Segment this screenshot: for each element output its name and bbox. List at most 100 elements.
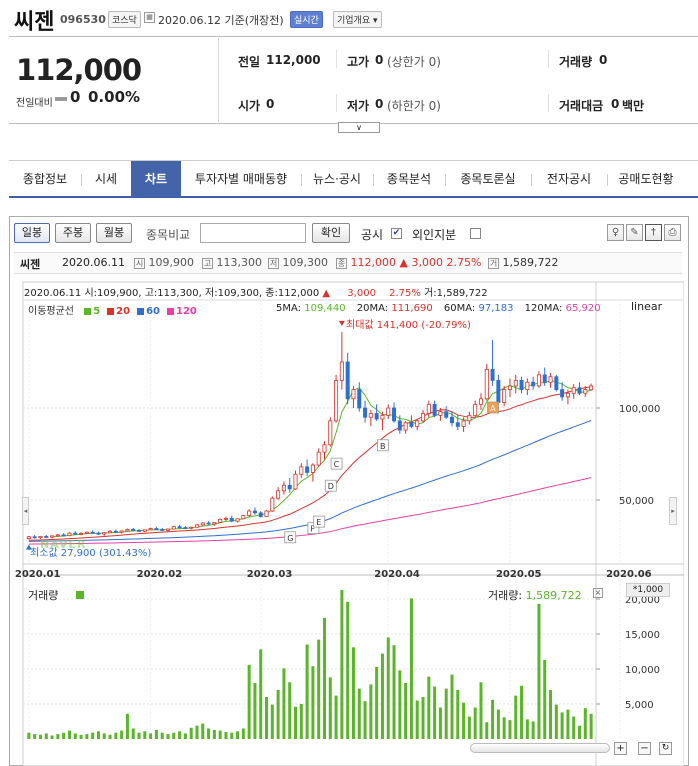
zoom-in-icon[interactable]: + <box>614 742 627 755</box>
tab-1[interactable]: 시세 <box>94 172 118 186</box>
candle-body <box>96 532 101 535</box>
volume-bar <box>154 729 158 739</box>
legend-line: 2020.06.11 시:109,900, 고:113,300, 저:109,3… <box>24 288 488 299</box>
tab-6[interactable]: 종목토론실 <box>460 172 516 186</box>
candle-body <box>148 528 153 531</box>
legend-vol: 거:1,589,722 <box>424 288 488 299</box>
volume-bar <box>566 709 570 739</box>
volume-readout-label: 거래량: <box>488 589 523 602</box>
legend-low: 저:109,300 <box>205 288 259 299</box>
volume-title: 거래량 <box>28 587 84 603</box>
volume-tick-label: 5,000 <box>625 700 654 711</box>
amount-label: 거래대금 <box>559 99 604 113</box>
candle-body <box>270 497 275 512</box>
market-badge: 코스닥 <box>108 11 141 28</box>
volume-bar <box>108 734 112 739</box>
volume-bar <box>357 688 361 739</box>
realtime-button[interactable]: 실시간 <box>290 11 323 28</box>
candle-body <box>368 413 373 418</box>
volume-bar <box>143 731 147 739</box>
candle-body <box>171 526 176 530</box>
crosshair-icon[interactable]: † <box>645 224 662 241</box>
compare-input[interactable] <box>200 223 306 243</box>
naver-watermark: NAVER <box>40 538 87 551</box>
volume-bar <box>409 598 413 739</box>
pattern-marker-label: F <box>310 525 315 534</box>
tab-5[interactable]: 종목분석 <box>386 172 432 186</box>
candle-body <box>108 530 113 534</box>
close-icon[interactable]: × <box>593 588 603 598</box>
scale-label[interactable]: linear <box>631 300 663 313</box>
candle-body <box>322 444 327 453</box>
info-name: 씨젠 <box>20 258 41 271</box>
monthly-button[interactable]: 월봉 <box>96 223 132 243</box>
prev-label: 전일 <box>238 55 261 69</box>
tab-3[interactable]: 투자자별 매매동향 <box>194 172 288 186</box>
flat-icon <box>55 97 67 101</box>
confirm-button[interactable]: 확인 <box>312 223 350 243</box>
volume-readout-value: 1,589,722 <box>525 589 582 602</box>
disclosure-label: 공시 <box>361 228 384 242</box>
scroll-left-icon[interactable]: ◂ <box>22 497 29 525</box>
candle-body <box>32 536 37 539</box>
divider <box>548 94 549 112</box>
pattern-marker <box>487 401 499 414</box>
legend-date: 2020.06.11 <box>24 288 82 299</box>
pattern-marker-label: A <box>490 404 496 413</box>
legend-close: 종:112,000 <box>265 288 320 299</box>
candle-body <box>432 403 437 416</box>
volume-bar <box>114 732 118 739</box>
axes: 2020.01 2020.02 2020.03 2020.04 2020.05 2020.… <box>15 404 660 711</box>
x-tick-label: 2020.05 <box>496 569 542 580</box>
candle-body <box>258 512 263 517</box>
candle-body <box>299 466 304 475</box>
print-icon[interactable]: ⎙ <box>664 224 681 241</box>
candle-body <box>409 422 414 427</box>
scrollbar[interactable] <box>470 743 610 753</box>
expand-button[interactable]: ∨ <box>338 122 380 133</box>
tab-separator <box>81 174 82 186</box>
divider <box>548 50 549 68</box>
volume-bar <box>265 697 269 739</box>
volume-bar <box>346 601 350 739</box>
volume-bar <box>259 649 263 739</box>
volume-bar <box>549 690 553 739</box>
ma-legend-title: 이동평균선 <box>28 306 74 317</box>
candle-body <box>455 422 460 427</box>
ohlc-info-row <box>14 252 682 274</box>
close-icon: 종 <box>336 257 347 269</box>
daily-button[interactable]: 일봉 <box>14 223 50 243</box>
candle-body <box>73 532 78 535</box>
stock-chart[interactable]: 2020.01 2020.02 2020.03 2020.04 2020.05 2020.… <box>14 280 684 766</box>
tab-4[interactable]: 뉴스·공시 <box>313 172 361 186</box>
volume-bar <box>247 664 251 739</box>
ma20-value: 111,690 <box>391 303 433 314</box>
candle-body <box>102 532 107 535</box>
reset-icon[interactable]: ↻ <box>659 742 672 755</box>
pencil-icon[interactable]: ✎ <box>626 224 643 241</box>
legend-change: 3,000 <box>347 288 376 299</box>
volume-bar <box>479 682 483 739</box>
scroll-right-icon[interactable]: ▸ <box>669 497 677 525</box>
volume-bar <box>305 644 309 739</box>
company-info-dropdown[interactable]: 기업개요 ▾ <box>333 11 382 28</box>
ma5-line <box>52 379 592 538</box>
disclosure-checkbox[interactable]: ✔ <box>391 228 402 239</box>
tab-0[interactable]: 종합정보 <box>22 172 68 186</box>
tab-8[interactable]: 공매도현황 <box>618 172 674 186</box>
candle-body <box>478 398 483 405</box>
tab-7[interactable]: 전자공시 <box>546 172 592 186</box>
tab-2[interactable]: 차트 <box>131 161 181 197</box>
candle-body <box>502 389 507 403</box>
weekly-button[interactable]: 주봉 <box>55 223 91 243</box>
candle-body <box>403 422 408 431</box>
bulb-icon[interactable]: ♀ <box>607 224 624 241</box>
volume-bar <box>328 677 332 739</box>
foreign-checkbox[interactable] <box>470 228 481 239</box>
candle-body <box>79 533 84 535</box>
date-text: 2020.06.12 <box>158 14 221 27</box>
candle-body <box>542 374 547 383</box>
zoom-out-icon[interactable]: − <box>638 742 651 755</box>
volume-tick-label: 10,000 <box>625 665 660 676</box>
pattern-marker-label: G <box>287 534 293 543</box>
